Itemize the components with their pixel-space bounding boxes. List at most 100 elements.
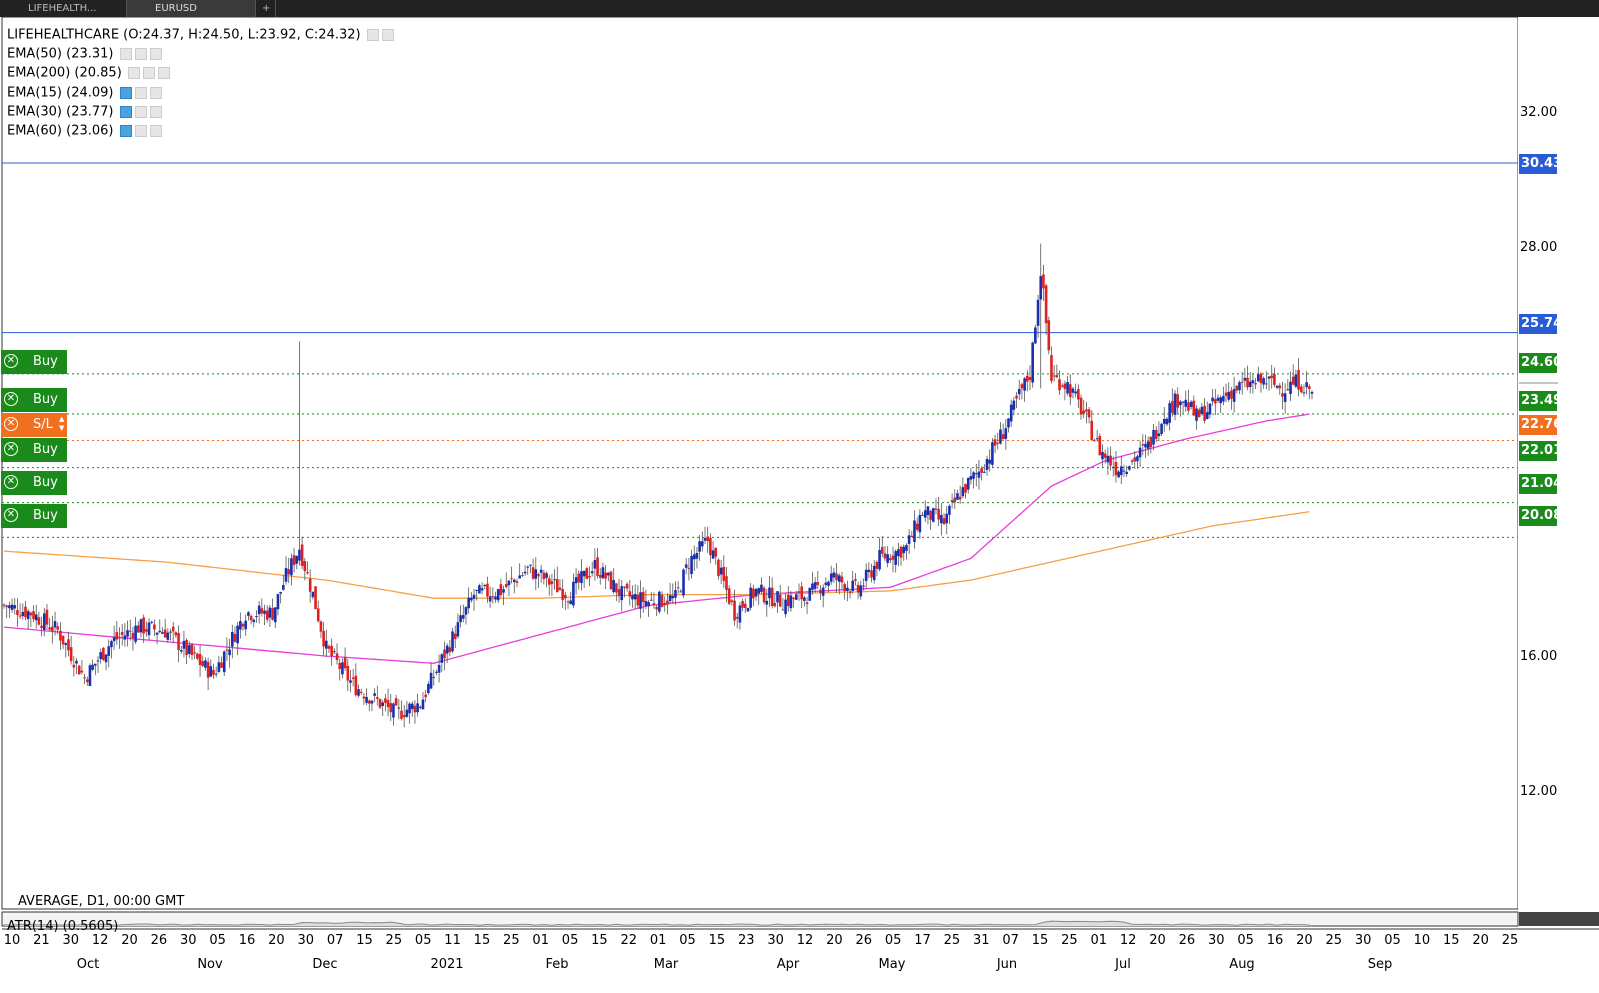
candle-body — [671, 595, 675, 599]
order-stop-loss[interactable]: ✕ S/L ▲ ▼ — [1, 413, 67, 437]
candle-body — [284, 568, 288, 582]
candle-body — [1270, 375, 1274, 379]
candle-body — [1052, 375, 1056, 377]
candle-body — [757, 588, 761, 594]
candle-body — [214, 673, 218, 675]
close-icon[interactable] — [157, 66, 170, 79]
candle-body — [854, 579, 857, 581]
candle-body — [588, 575, 591, 578]
tab-new[interactable]: + — [256, 0, 276, 17]
candle-body — [942, 518, 946, 525]
tab-eurusd[interactable]: EURUSD — [127, 0, 256, 17]
x-day-tick: 01 — [1090, 933, 1108, 948]
close-order-icon[interactable]: ✕ — [4, 417, 18, 431]
candle-body — [142, 617, 145, 634]
candle-body — [161, 632, 164, 634]
close-order-icon[interactable]: ✕ — [4, 508, 18, 522]
x-day-tick: 26 — [855, 933, 873, 948]
candle-body — [185, 639, 188, 656]
close-order-icon[interactable]: ✕ — [4, 354, 18, 368]
candle-body — [351, 677, 355, 679]
close-icon[interactable] — [381, 28, 394, 41]
candle-body — [333, 651, 336, 653]
visibility-icon[interactable] — [127, 66, 140, 79]
candle-body — [948, 505, 951, 515]
candle-body — [711, 550, 715, 559]
candle-body — [150, 621, 154, 623]
candle-body — [330, 645, 333, 656]
price-chart[interactable] — [0, 17, 1599, 993]
candle-body — [1009, 404, 1013, 422]
visibility-icon[interactable] — [119, 47, 132, 60]
indicator-ema30: EMA(30) (23.77) — [7, 103, 165, 121]
candle-body — [220, 662, 223, 668]
visibility-icon[interactable] — [119, 124, 132, 137]
candle-body — [633, 594, 637, 600]
candle-body — [416, 703, 419, 713]
candle-body — [961, 487, 965, 497]
candle-body — [24, 606, 27, 618]
order-buy-2[interactable]: ✕ Buy — [1, 388, 67, 412]
candle-body — [10, 604, 14, 610]
settings-icon[interactable] — [366, 28, 379, 41]
visibility-icon[interactable] — [119, 105, 132, 118]
settings-icon[interactable] — [134, 86, 147, 99]
order-buy-5[interactable]: ✕ Buy — [1, 504, 67, 528]
visibility-icon[interactable] — [119, 86, 132, 99]
close-icon[interactable] — [149, 105, 162, 118]
candle-body — [811, 583, 814, 590]
candle-body — [872, 565, 876, 581]
candle-body — [926, 506, 930, 516]
order-buy-3[interactable]: ✕ Buy — [1, 438, 67, 462]
candle-body — [249, 616, 253, 621]
x-day-tick: 11 — [444, 933, 461, 948]
settings-icon[interactable] — [134, 47, 147, 60]
candle-body — [1168, 403, 1171, 423]
price-scale — [1518, 17, 1599, 909]
candle-body — [510, 578, 513, 580]
candle-body — [768, 587, 771, 599]
candle-body — [1291, 376, 1295, 385]
candle-body — [1144, 443, 1147, 448]
candle-body — [808, 588, 812, 601]
close-order-icon[interactable]: ✕ — [4, 475, 18, 489]
settings-icon[interactable] — [134, 105, 147, 118]
settings-icon[interactable] — [134, 124, 147, 137]
candle-body — [534, 569, 538, 579]
order-buy-4[interactable]: ✕ Buy — [1, 471, 67, 495]
x-day-tick: 05 — [679, 933, 696, 948]
tab-lifehealthcare[interactable]: LIFEHEALTH... — [0, 0, 127, 17]
up-down-arrows-icon[interactable]: ▲ ▼ — [59, 415, 65, 432]
candle-body — [580, 571, 583, 584]
candle-body — [1111, 467, 1115, 469]
candle-body — [45, 609, 49, 625]
x-day-tick: 30 — [1354, 933, 1372, 948]
candle-body — [1109, 455, 1112, 466]
candle-body — [725, 576, 728, 590]
candle-body — [902, 546, 906, 554]
price-label-22.01: 22.01 — [1519, 441, 1562, 461]
order-buy-1[interactable]: ✕ Buy — [1, 350, 67, 374]
candle-body — [604, 572, 607, 579]
candle-body — [531, 567, 535, 579]
candle-body — [1189, 401, 1193, 407]
candle-body — [945, 513, 949, 524]
close-order-icon[interactable]: ✕ — [4, 442, 18, 456]
close-icon[interactable] — [149, 86, 162, 99]
x-day-tick: 21 — [33, 933, 50, 948]
candle-body — [128, 630, 132, 632]
x-day-tick: 15 — [591, 933, 608, 948]
x-day-tick: 15 — [1031, 933, 1049, 948]
candle-body — [314, 586, 317, 610]
candle-body — [615, 583, 618, 593]
settings-icon[interactable] — [142, 66, 155, 79]
candle-body — [1157, 433, 1161, 437]
close-icon[interactable] — [149, 124, 162, 137]
close-order-icon[interactable]: ✕ — [4, 392, 18, 406]
candle-body — [663, 603, 667, 606]
candle-body — [714, 547, 718, 557]
close-icon[interactable] — [149, 47, 162, 60]
x-day-tick: 25 — [385, 933, 403, 948]
candle-body — [91, 664, 94, 670]
candle-body — [419, 706, 422, 708]
